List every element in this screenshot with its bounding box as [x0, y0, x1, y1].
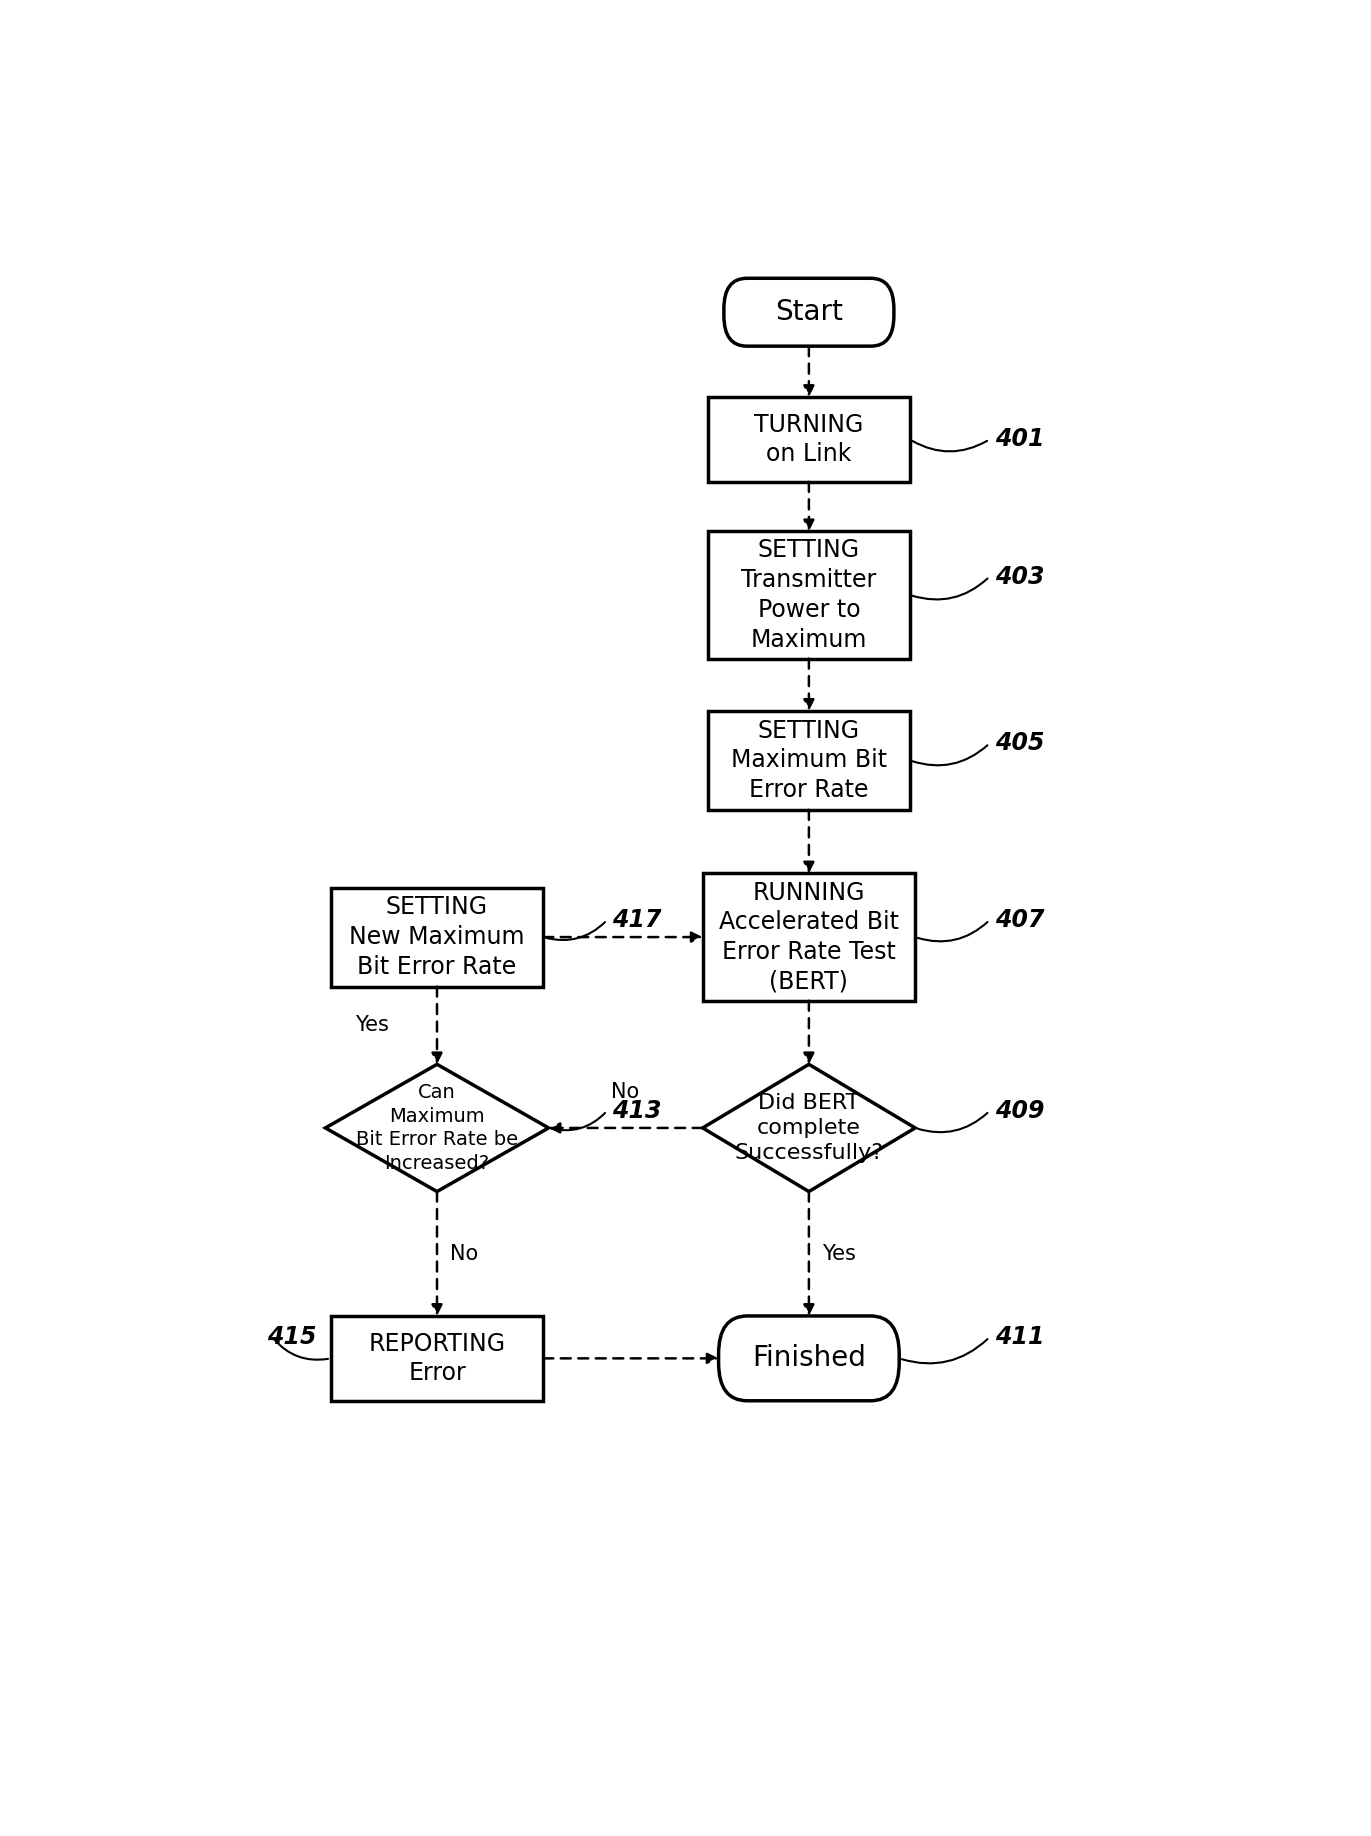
Text: Did BERT
complete
Successfully?: Did BERT complete Successfully? [735, 1092, 883, 1162]
Bar [330, 1316, 543, 1401]
Bar [330, 887, 543, 986]
Text: 409: 409 [995, 1100, 1045, 1124]
FancyBboxPatch shape [718, 1316, 899, 1401]
Text: No: No [611, 1083, 640, 1102]
Polygon shape [325, 1065, 548, 1192]
Text: 407: 407 [995, 909, 1045, 933]
Text: 401: 401 [995, 428, 1045, 452]
Text: Yes: Yes [821, 1243, 856, 1263]
Bar [703, 874, 916, 1001]
Text: 413: 413 [613, 1100, 662, 1124]
Text: 417: 417 [613, 909, 662, 933]
Text: SETTING
Maximum Bit
Error Rate: SETTING Maximum Bit Error Rate [731, 718, 887, 802]
FancyBboxPatch shape [724, 279, 894, 347]
Text: 405: 405 [995, 731, 1045, 755]
Text: Yes: Yes [355, 1015, 389, 1036]
Bar [707, 397, 910, 481]
Text: 415: 415 [267, 1326, 317, 1349]
Polygon shape [703, 1065, 916, 1192]
Bar [707, 711, 910, 810]
Text: REPORTING
Error: REPORTING Error [369, 1331, 506, 1384]
Text: SETTING
Transmitter
Power to
Maximum: SETTING Transmitter Power to Maximum [742, 538, 876, 652]
Text: No: No [450, 1243, 478, 1263]
Text: Start: Start [775, 297, 843, 327]
Text: RUNNING
Accelerated Bit
Error Rate Test
(BERT): RUNNING Accelerated Bit Error Rate Test … [718, 881, 899, 993]
Text: Can
Maximum
Bit Error Rate be
Increased?: Can Maximum Bit Error Rate be Increased? [356, 1083, 518, 1173]
Text: Finished: Finished [751, 1344, 866, 1371]
Text: SETTING
New Maximum
Bit Error Rate: SETTING New Maximum Bit Error Rate [350, 896, 525, 979]
Text: TURNING
on Link: TURNING on Link [754, 413, 864, 466]
Text: 411: 411 [995, 1326, 1045, 1349]
Bar [707, 531, 910, 659]
Text: 403: 403 [995, 565, 1045, 589]
